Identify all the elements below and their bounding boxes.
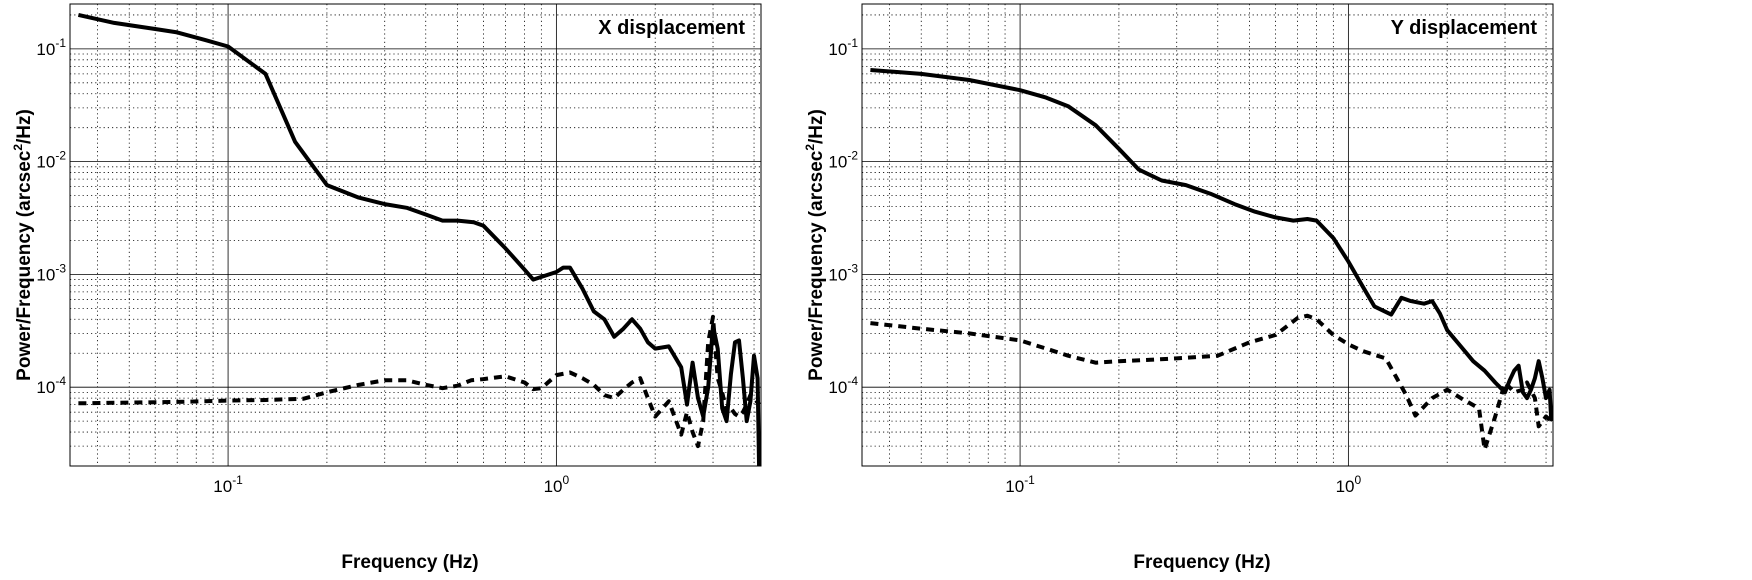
y-tick-label: 10-3 bbox=[36, 261, 66, 284]
y-tick-label: 10-2 bbox=[828, 149, 858, 172]
plot-title: X displacement bbox=[598, 17, 745, 39]
y-tick-label: 10-1 bbox=[36, 36, 66, 59]
x-axis-label: Frequency (Hz) bbox=[341, 552, 478, 573]
dashed-series-line bbox=[870, 313, 1553, 452]
dashed-series-line bbox=[78, 314, 761, 449]
plot-frame bbox=[861, 3, 1554, 467]
x-axis-label: Frequency (Hz) bbox=[1133, 552, 1270, 573]
y-axis-label: Power/Frequency (arcsec2/Hz) bbox=[803, 109, 827, 381]
y-tick-label: 10-3 bbox=[828, 261, 858, 284]
y-tick-label: 10-4 bbox=[36, 374, 66, 397]
y-tick-label: 10-4 bbox=[828, 374, 858, 397]
x-tick-label: 10-1 bbox=[1005, 473, 1035, 496]
x-tick-label: 100 bbox=[1336, 473, 1362, 496]
x-tick-label: 10-1 bbox=[213, 473, 243, 496]
solid-series-line bbox=[870, 68, 1553, 422]
x-displacement-plot: 10-1 100 10-4 10-3 10-2 10-1 X displacement Fre… bbox=[11, 3, 762, 573]
solid-series-line bbox=[77, 12, 761, 466]
grid bbox=[862, 4, 1553, 467]
grid bbox=[70, 4, 761, 467]
plot-frame bbox=[69, 3, 762, 467]
y-tick-label: 10-2 bbox=[36, 149, 66, 172]
plot-title: Y displacement bbox=[1391, 17, 1538, 39]
y-axis-label: Power/Frequency (arcsec2/Hz) bbox=[11, 109, 35, 381]
y-tick-label: 10-1 bbox=[828, 36, 858, 59]
x-tick-label: 100 bbox=[544, 473, 570, 496]
y-displacement-plot: 10-1 100 10-4 10-3 10-2 10-1 Y displacement Fre… bbox=[803, 3, 1554, 573]
